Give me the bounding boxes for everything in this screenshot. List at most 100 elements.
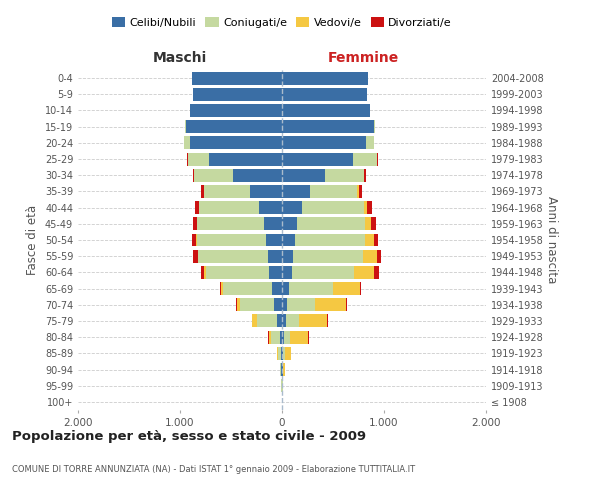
Bar [286,314,299,328]
Bar [282,314,286,328]
Bar [374,266,379,279]
Bar [282,282,289,295]
Bar [221,282,223,295]
Bar [272,282,282,295]
Bar [290,330,308,344]
Bar [278,347,281,360]
Bar [201,185,204,198]
Bar [237,298,240,311]
Bar [377,250,381,262]
Bar [310,185,358,198]
Bar [282,218,297,230]
Bar [190,136,282,149]
Bar [282,266,292,279]
Bar [201,266,205,279]
Text: COMUNE DI TORRE ANNUNZIATA (NA) - Dati ISTAT 1° gennaio 2009 - Elaborazione TUTT: COMUNE DI TORRE ANNUNZIATA (NA) - Dati I… [12,465,415,474]
Bar [240,298,274,311]
Bar [282,88,367,101]
Bar [197,234,266,246]
Bar [223,282,272,295]
Bar [253,314,257,328]
Bar [282,347,283,360]
Bar [259,201,282,214]
Bar [282,169,325,181]
Bar [257,314,277,328]
Bar [282,136,365,149]
Bar [333,282,359,295]
Bar [359,282,361,295]
Bar [233,169,282,181]
Bar [283,347,285,360]
Bar [195,201,199,214]
Legend: Celibi/Nubili, Coniugati/e, Vedovi/e, Divorziati/e: Celibi/Nubili, Coniugati/e, Vedovi/e, Di… [107,13,457,32]
Bar [358,185,359,198]
Bar [354,266,374,279]
Text: Popolazione per età, sesso e stato civile - 2009: Popolazione per età, sesso e stato civil… [12,430,366,443]
Y-axis label: Anni di nascita: Anni di nascita [545,196,557,284]
Bar [285,347,291,360]
Bar [297,218,365,230]
Bar [193,250,197,262]
Bar [346,298,347,311]
Bar [186,120,282,133]
Bar [209,152,282,166]
Bar [280,330,282,344]
Bar [367,201,372,214]
Bar [187,152,188,166]
Bar [220,282,221,295]
Bar [364,169,366,181]
Bar [359,185,362,198]
Bar [374,234,378,246]
Bar [277,347,278,360]
Bar [277,314,282,328]
Text: Femmine: Femmine [328,51,399,65]
Bar [193,218,197,230]
Bar [374,120,376,133]
Bar [193,169,194,181]
Bar [293,250,362,262]
Bar [314,298,346,311]
Bar [193,88,282,101]
Bar [365,234,374,246]
Bar [199,201,259,214]
Bar [271,330,280,344]
Bar [184,136,190,149]
Bar [188,152,209,166]
Bar [325,169,364,181]
Bar [282,104,370,117]
Bar [353,152,377,166]
Bar [250,185,282,198]
Bar [292,266,354,279]
Bar [302,201,364,214]
Bar [287,298,314,311]
Bar [193,234,196,246]
Bar [280,363,281,376]
Bar [185,120,186,133]
Bar [205,185,250,198]
Bar [236,298,237,311]
Y-axis label: Fasce di età: Fasce di età [26,205,39,275]
Bar [268,250,282,262]
Bar [197,218,264,230]
Text: Maschi: Maschi [153,51,207,65]
Bar [274,298,282,311]
Bar [284,330,290,344]
Bar [282,250,293,262]
Bar [264,218,282,230]
Bar [371,218,376,230]
Bar [197,250,199,262]
Bar [365,136,374,149]
Bar [269,330,271,344]
Bar [269,266,282,279]
Bar [199,250,268,262]
Bar [364,201,367,214]
Bar [205,266,206,279]
Bar [299,314,328,328]
Bar [282,152,353,166]
Bar [365,218,371,230]
Bar [192,72,282,85]
Bar [282,330,284,344]
Bar [289,282,333,295]
Bar [282,298,287,311]
Bar [266,234,282,246]
